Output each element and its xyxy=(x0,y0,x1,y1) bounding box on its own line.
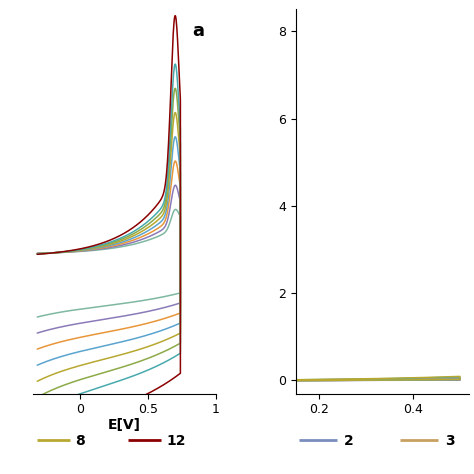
Text: a: a xyxy=(192,22,204,40)
Text: 2: 2 xyxy=(344,434,354,448)
Text: 8: 8 xyxy=(75,434,85,448)
X-axis label: E[V]: E[V] xyxy=(108,418,141,432)
Text: 3: 3 xyxy=(445,434,455,448)
Text: 12: 12 xyxy=(166,434,186,448)
Text: I [10$^{-6}$ A]: I [10$^{-6}$ A] xyxy=(229,0,296,2)
